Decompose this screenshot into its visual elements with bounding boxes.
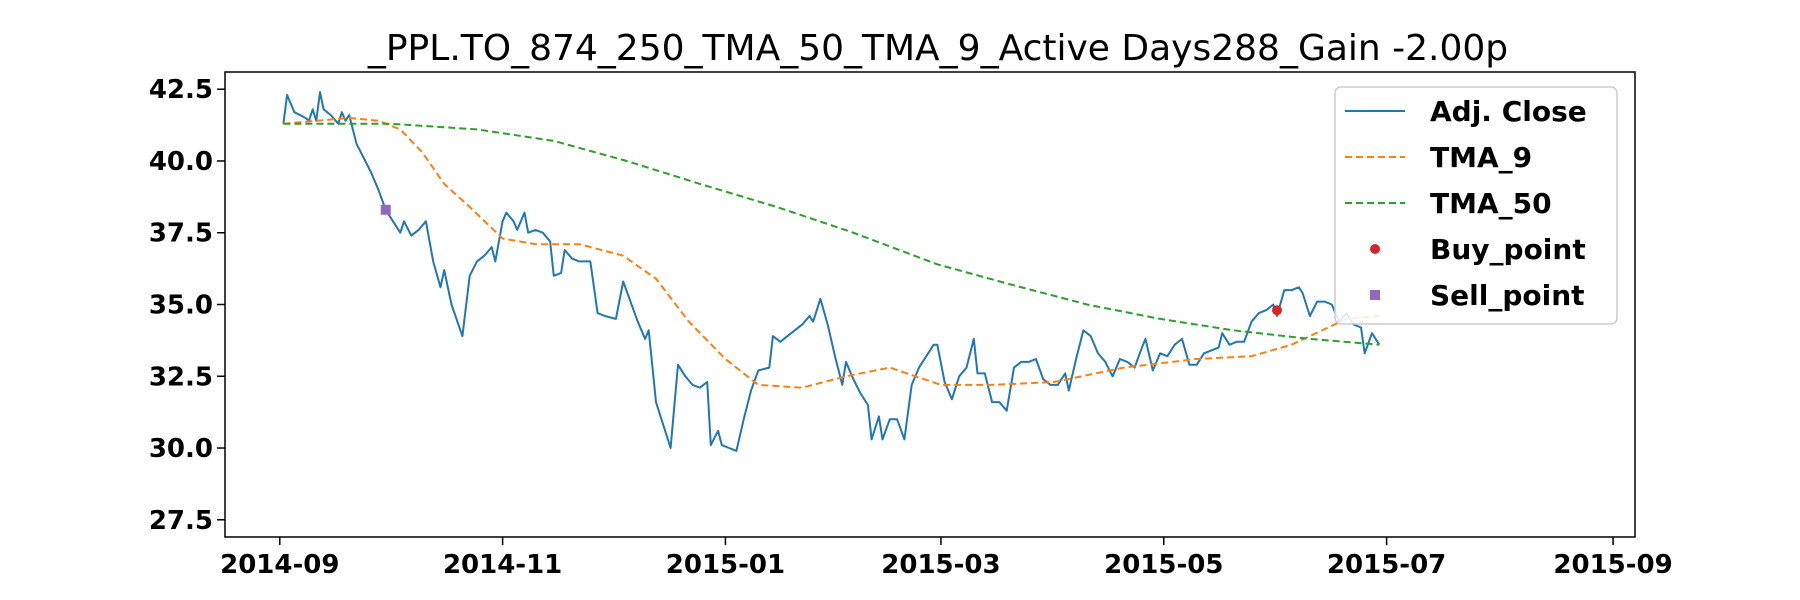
legend-swatch-sell-point (1370, 290, 1380, 300)
x-tick-label: 2015-05 (1104, 550, 1223, 580)
legend-label-buy-point: Buy_point (1430, 233, 1586, 266)
series-line-tma-50 (283, 122, 1380, 346)
x-tick-label: 2015-07 (1327, 550, 1446, 580)
series-line-adj-close (282, 91, 1381, 452)
buy-point-marker (1272, 305, 1283, 316)
legend-label-adj-close: Adj. Close (1430, 95, 1587, 128)
y-tick-label: 27.5 (149, 506, 213, 536)
legend-label-sell-point: Sell_point (1430, 279, 1585, 312)
legend-label-tma-50: TMA_50 (1430, 187, 1552, 220)
legend: Adj. Close TMA_9 TMA_50 Buy_point Sell_p… (1334, 86, 1618, 325)
y-tick-label: 30.0 (149, 434, 213, 464)
y-axis: 27.5 30.0 32.5 35.0 37.5 40.0 42.5 (149, 75, 225, 536)
x-tick-label: 2015-01 (666, 550, 785, 580)
y-tick-label: 42.5 (149, 75, 213, 105)
x-tick-label: 2014-11 (443, 550, 562, 580)
x-tick-label: 2015-09 (1553, 550, 1672, 580)
sell-point-marker (380, 204, 391, 215)
x-tick-label: 2014-09 (220, 550, 339, 580)
y-tick-label: 35.0 (149, 291, 213, 321)
y-tick-label: 37.5 (149, 219, 213, 249)
y-tick-label: 40.0 (149, 147, 213, 177)
chart-title: _PPL.TO_874_250_TMA_50_TMA_9_Active Days… (367, 28, 1508, 69)
legend-swatch-buy-point (1370, 244, 1380, 254)
x-axis: 2014-09 2014-11 2015-01 2015-03 2015-05 2015-… (220, 537, 1673, 580)
marker-layer (380, 204, 1283, 316)
y-tick-label: 32.5 (149, 362, 213, 392)
x-tick-label: 2015-03 (881, 550, 1000, 580)
legend-label-tma-9: TMA_9 (1430, 141, 1532, 174)
series-layer (282, 91, 1381, 452)
legend-frame (1334, 86, 1618, 325)
series-line-tma-9 (283, 116, 1380, 389)
